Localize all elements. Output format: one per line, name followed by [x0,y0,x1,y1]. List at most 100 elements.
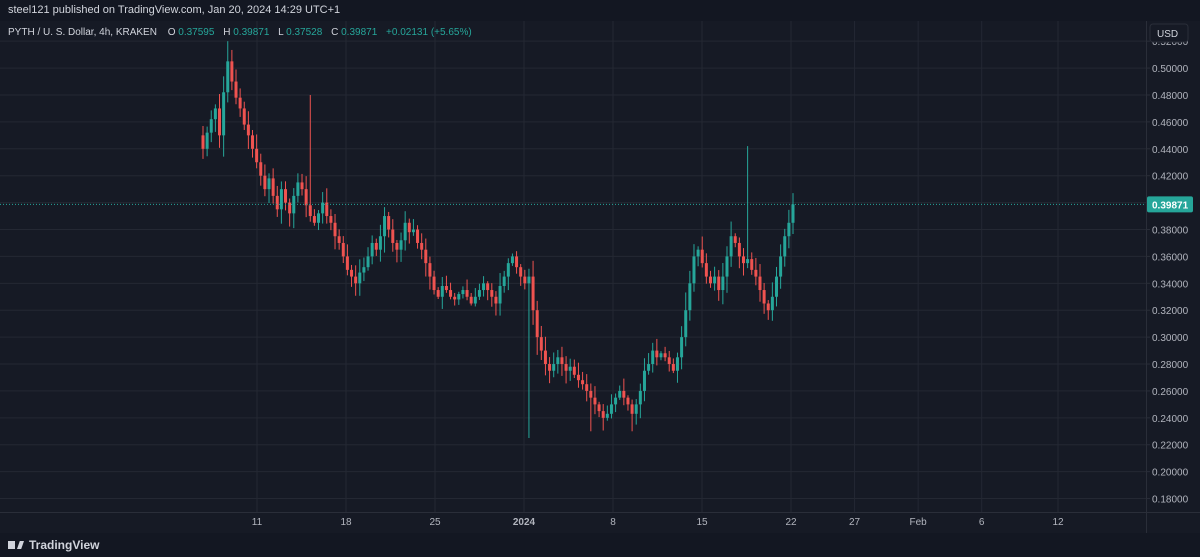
currency-button[interactable] [1149,23,1189,43]
time-tick-label: 2024 [513,517,536,528]
candle-body [638,390,642,405]
ohlc-legend: PYTH / U. S. Dollar, 4h, KRAKEN O 0.3759… [8,27,472,38]
time-axis[interactable] [0,512,1146,533]
candle-body [737,242,741,257]
candle-body [725,256,729,277]
candle-body [659,353,663,358]
candle-body [337,236,341,243]
candle-body [729,236,733,257]
candle-body [383,216,387,237]
candle-body [663,353,667,358]
candle-body [605,413,609,418]
time-tick-label: 11 [252,517,263,528]
candle-body [308,205,312,217]
price-tick-label: 0.46000 [1152,118,1189,129]
candle-body [519,267,523,277]
candle-body [667,357,671,365]
time-tick-label: 6 [979,517,985,528]
candle-body [684,310,688,338]
candle-body [284,189,288,203]
candle-body [597,404,601,412]
candle-body [440,286,444,297]
candle-body [457,294,461,300]
candle-body [568,366,572,371]
candle-body [436,290,440,297]
candle-body [416,229,420,243]
candle-body [713,276,717,284]
candle-body [378,236,382,250]
candle-body [791,204,795,223]
candle-body [395,242,399,250]
candle-body [741,256,745,264]
candle-body [341,242,345,257]
candle-body [473,296,477,304]
price-tick-label: 0.30000 [1152,333,1189,344]
candle-body [754,269,758,277]
price-tick-label: 0.50000 [1152,64,1189,75]
candle-body [552,364,556,371]
candle-body [246,124,250,136]
candle-body [601,411,605,418]
candle-body [275,195,279,210]
legend-symbol: PYTH / U. S. Dollar, 4h, KRAKEN [8,27,157,38]
legend-h-value: 0.39871 [233,27,270,38]
time-tick-label: Feb [910,517,928,528]
legend-change: +0.02131 (+5.65%) [386,27,472,38]
candle-body [506,263,510,277]
candle-body [391,229,395,243]
time-tick-label: 25 [429,517,441,528]
candle-body [671,364,675,371]
candle-body [515,256,519,268]
candle-body [234,81,238,98]
candle-body [746,259,750,264]
candle-body [770,296,774,311]
candle-body [345,256,349,270]
price-tick-label: 0.44000 [1152,145,1189,156]
candle-body [374,242,378,250]
price-tick-label: 0.52000 [1152,37,1189,48]
candle-body [449,290,453,297]
currency-label: USD [1157,29,1178,40]
candle-body [688,283,692,311]
candle-body [589,390,593,398]
candle-body [622,390,626,398]
candle-body [482,283,486,291]
candle-body [366,256,370,268]
candle-body [708,276,712,284]
candle-body [634,404,638,414]
candle-body [564,364,568,371]
publish-text: steel121 published on TradingView.com, J… [8,4,341,16]
candle-body [222,92,226,136]
candle-body [251,135,255,149]
candle-body [292,195,296,214]
grid-lines [0,21,1146,512]
candle-body [774,276,778,297]
candle-body [469,296,473,304]
price-tick-label: 0.22000 [1152,441,1189,452]
last-price-label: 0.39871 [1152,200,1189,211]
candle-body [560,357,564,365]
price-tick-label: 0.20000 [1152,468,1189,479]
candle-body [758,276,762,291]
candle-body [766,303,770,311]
candlestick-chart[interactable]: 0.52000 0.50000 0.48000 0.46000 0.44000 0.420… [0,21,1200,533]
candle-body [527,276,531,284]
candle-body [230,61,234,82]
candle-body [581,380,585,385]
candle-body [630,404,634,414]
tradingview-brand[interactable]: TradingView [8,538,99,552]
candle-body [403,222,407,241]
price-axis[interactable] [1146,21,1200,512]
legend-c-label: C [331,27,338,38]
candle-body [279,189,283,210]
candle-body [358,272,362,284]
candle-body [267,178,271,190]
candle-body [263,175,267,190]
candle-body [453,296,457,300]
candle-body [700,249,704,264]
candle-body [329,216,333,223]
legend-text: PYTH / U. S. Dollar, 4h, KRAKEN O 0.3759… [8,27,472,38]
candle-body [609,404,613,414]
chart-area[interactable]: 0.52000 0.50000 0.48000 0.46000 0.44000 0.420… [0,21,1200,533]
candle-body [407,222,411,233]
